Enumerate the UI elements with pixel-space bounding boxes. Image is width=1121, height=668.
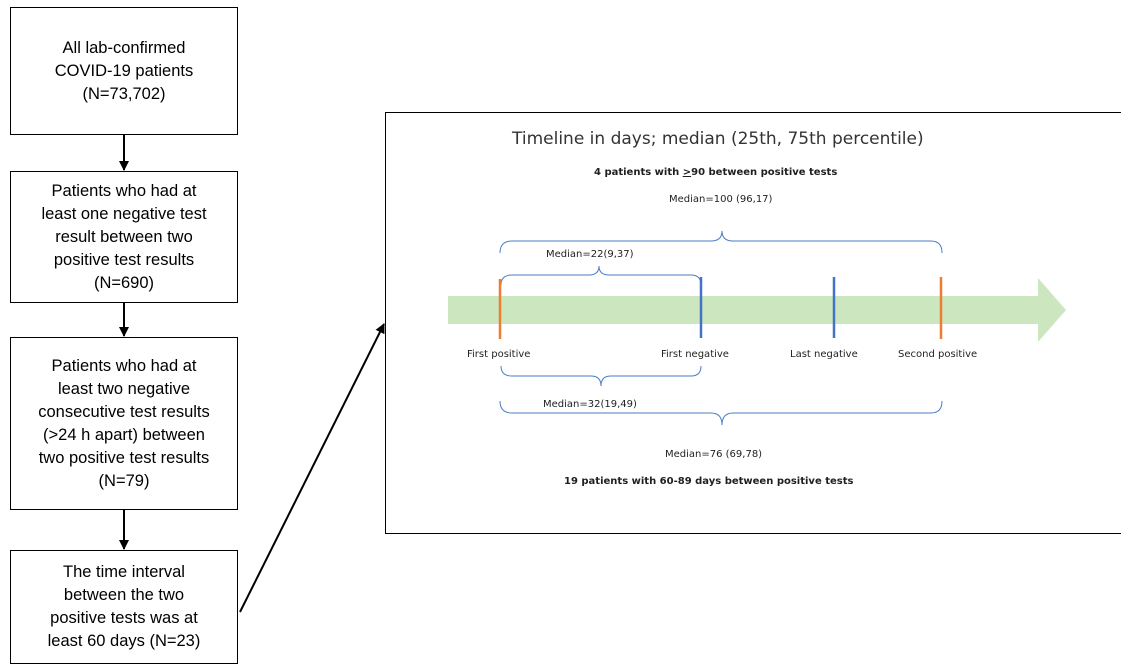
box-line: Patients who had at [51, 181, 197, 200]
median-first-interval-bottom: Median=32(19,49) [543, 399, 637, 410]
box-line: (>24 h apart) between [43, 425, 205, 444]
flow-box-two-negatives: Patients who had at least two negative c… [10, 337, 238, 510]
flow-box-one-negative: Patients who had at least one negative t… [10, 171, 238, 303]
box-line: (N=73,702) [82, 84, 166, 103]
bottom-group-label: 19 patients with 60-89 days between posi… [564, 476, 854, 487]
box-line: COVID-19 patients [54, 61, 194, 80]
flow-box-60-days: The time interval between the two positi… [10, 550, 238, 664]
median-overall-top: Median=100 (96,17) [669, 194, 773, 205]
median-overall-bottom: Median=76 (69,78) [665, 449, 763, 460]
timeline-title: Timeline in days; median (25th, 75th per… [512, 129, 924, 149]
bracket-top-first-interval [500, 265, 702, 286]
box-line: (N=79) [98, 471, 150, 490]
bracket-top-overall [499, 230, 943, 254]
box-line: least two negative [57, 379, 191, 398]
median-first-interval-top: Median=22(9,37) [546, 249, 634, 260]
box-line: result between two [55, 227, 193, 246]
top-group-label: 4 patients with >90 between positive tes… [594, 167, 837, 178]
box-line: consecutive test results [38, 402, 210, 421]
box-line: Patients who had at [51, 356, 197, 375]
top-group-threshold: > [682, 167, 692, 178]
box-line: (N=690) [93, 273, 155, 292]
arrow-box4-to-timeline [239, 323, 385, 613]
timeline-arrow [448, 278, 1066, 342]
label-first-negative: First negative [661, 349, 729, 360]
box-line: between the two [63, 586, 185, 604]
flow-box-all-patients: All lab-confirmed COVID-19 patients (N=7… [10, 7, 238, 135]
box-line: positive test results [53, 250, 195, 269]
box-line: least 60 days (N=23) [47, 632, 201, 650]
bracket-bottom-first-interval [500, 365, 702, 387]
box-line: two positive test results [38, 448, 210, 467]
label-last-negative: Last negative [790, 349, 858, 360]
box-line: All lab-confirmed [62, 38, 186, 57]
timeline-graphic [448, 230, 1066, 426]
timeline-panel: Timeline in days; median (25th, 75th per… [385, 112, 1121, 534]
label-second-positive: Second positive [898, 349, 978, 360]
bracket-bottom-overall [499, 400, 943, 426]
box-line: positive tests was at [50, 609, 198, 627]
top-group-prefix: 4 patients with [594, 167, 683, 178]
top-group-suffix: 90 between positive tests [691, 167, 838, 178]
label-first-positive: First positive [467, 349, 531, 360]
box-line: The time interval [63, 563, 185, 581]
box-line: least one negative test [41, 204, 207, 223]
